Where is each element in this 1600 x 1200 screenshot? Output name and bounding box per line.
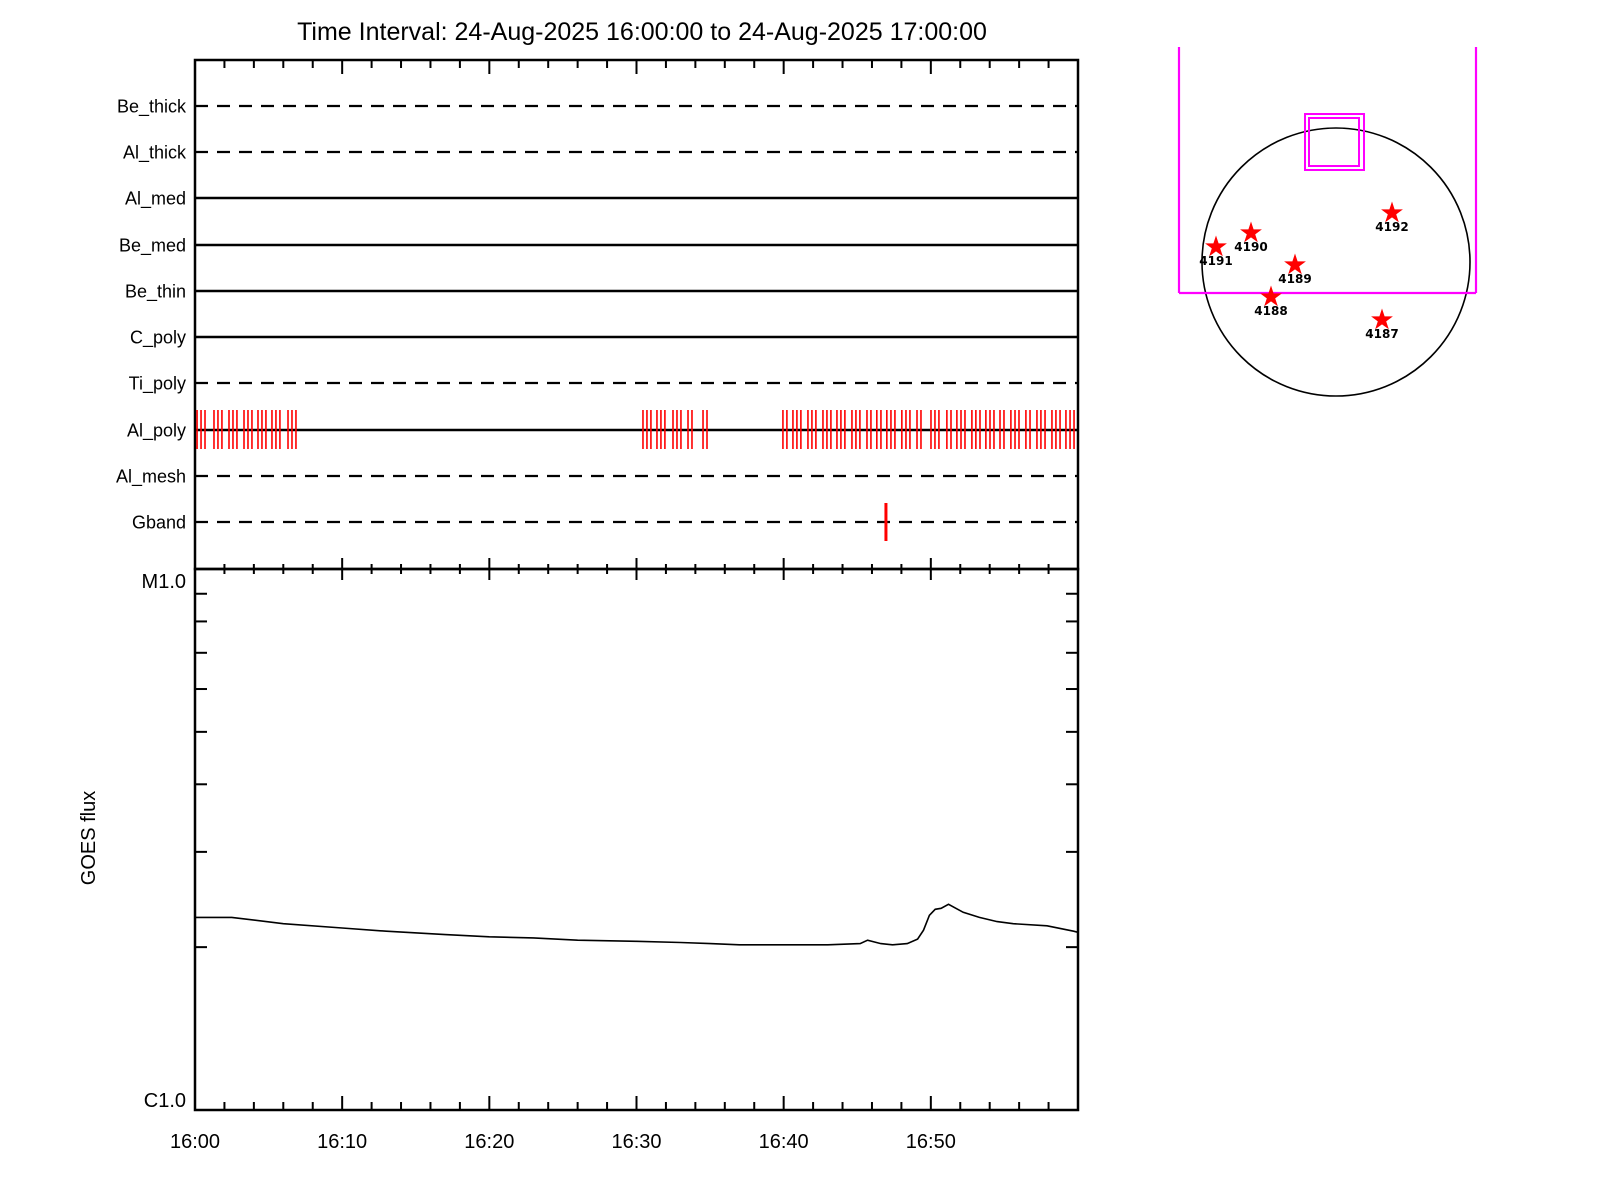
filter-panel-border — [193, 58, 1080, 571]
filter-label-Al_mesh: Al_mesh — [116, 467, 186, 488]
filter-label-Al_med: Al_med — [125, 189, 186, 210]
x-tick-label-16:40: 16:40 — [759, 1131, 809, 1153]
goes-flux-curve — [195, 903, 1079, 946]
goes-ytick-top-label: M1.0 — [142, 571, 186, 593]
filter-label-Ti_poly: Ti_poly — [129, 374, 186, 395]
filter-label-C_poly: C_poly — [130, 328, 186, 349]
x-tick-label-16:00: 16:00 — [170, 1131, 220, 1153]
active-region-star-4192 — [1381, 201, 1403, 223]
active-region-label-4190: 4190 — [1234, 240, 1267, 254]
x-tick-label-16:50: 16:50 — [906, 1131, 956, 1153]
active-region-star-4187 — [1371, 308, 1393, 330]
active-region-label-4189: 4189 — [1278, 272, 1311, 286]
target-region-box-inner — [1308, 117, 1360, 167]
goes-y-axis-title: GOES flux — [78, 791, 100, 885]
active-region-star-4189 — [1284, 253, 1306, 275]
x-tick-label-16:20: 16:20 — [464, 1131, 514, 1153]
active-region-label-4188: 4188 — [1254, 304, 1287, 318]
active-region-star-4188 — [1260, 285, 1282, 307]
filter-label-Gband: Gband — [132, 513, 186, 533]
target-region-box-outer — [1304, 113, 1365, 171]
goes-panel-border — [193, 567, 1080, 1112]
goes-ytick-bottom-label: C1.0 — [144, 1090, 186, 1112]
active-region-label-4192: 4192 — [1375, 220, 1408, 234]
active-region-star-4190 — [1240, 221, 1262, 243]
filter-label-Al_poly: Al_poly — [127, 421, 186, 442]
filter-label-Al_thick: Al_thick — [123, 143, 187, 164]
chart-title: Time Interval: 24-Aug-2025 16:00:00 to 2… — [297, 18, 987, 46]
active-region-label-4187: 4187 — [1365, 327, 1398, 341]
solar-limb-circle — [1201, 127, 1471, 397]
filter-timeline-panel: Be_thick Al_thick Al_med Be_med Be_thin C_pol… — [116, 58, 1080, 580]
filter-label-Be_thick: Be_thick — [117, 97, 187, 118]
filter-label-Be_thin: Be_thin — [125, 282, 186, 303]
x-tick-label-16:10: 16:10 — [317, 1131, 367, 1153]
filter-label-Be_med: Be_med — [119, 236, 186, 257]
goes-flux-panel: M1.0 C1.0 GOES flux 16:00 16:10 16:20 16:30… — [78, 567, 1080, 1153]
active-region-star-4191 — [1205, 235, 1227, 257]
x-tick-label-16:30: 16:30 — [611, 1131, 661, 1153]
active-region-label-4191: 4191 — [1199, 254, 1232, 268]
